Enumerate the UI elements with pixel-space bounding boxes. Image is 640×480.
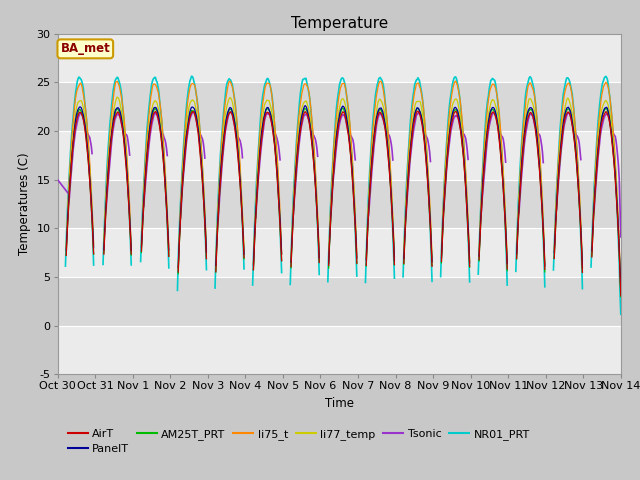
AM25T_PRT: [424, 186, 432, 192]
Tsonic: [408, 136, 416, 142]
li75_t: [122, 136, 129, 142]
AM25T_PRT: [122, 156, 129, 162]
PanelT: [179, 172, 187, 178]
li75_t: [617, 290, 625, 296]
Tsonic: [54, 177, 61, 182]
Line: NR01_PRT: NR01_PRT: [65, 76, 621, 314]
PanelT: [64, 213, 72, 219]
Bar: [58, 34, 621, 82]
li77_temp: [122, 148, 129, 154]
AM25T_PRT: [617, 294, 625, 300]
AirT: [424, 186, 432, 192]
Legend: AirT, PanelT, AM25T_PRT, li75_t, li77_temp, Tsonic, NR01_PRT: AirT, PanelT, AM25T_PRT, li75_t, li77_te…: [63, 424, 534, 459]
Tsonic: [425, 144, 433, 149]
NR01_PRT: [64, 200, 72, 205]
Text: BA_met: BA_met: [60, 42, 110, 55]
PanelT: [424, 180, 432, 185]
Line: Tsonic: Tsonic: [58, 112, 621, 237]
Tsonic: [64, 190, 72, 196]
Y-axis label: Temperatures (C): Temperatures (C): [18, 153, 31, 255]
Tsonic: [123, 132, 131, 138]
AirT: [179, 176, 187, 182]
NR01_PRT: [424, 178, 432, 184]
PanelT: [408, 133, 415, 139]
AirT: [64, 218, 72, 224]
NR01_PRT: [617, 312, 625, 317]
Line: PanelT: PanelT: [66, 106, 621, 292]
NR01_PRT: [408, 105, 415, 110]
li75_t: [424, 168, 432, 174]
AirT: [617, 293, 625, 299]
Bar: [58, 228, 621, 277]
AM25T_PRT: [64, 217, 72, 223]
li77_temp: [179, 168, 187, 174]
li75_t: [64, 205, 72, 211]
PanelT: [617, 289, 625, 295]
li75_t: [408, 113, 415, 119]
Bar: [58, 326, 621, 374]
Line: AirT: AirT: [66, 111, 621, 296]
X-axis label: Time: Time: [324, 397, 354, 410]
Title: Temperature: Temperature: [291, 16, 388, 31]
AM25T_PRT: [408, 135, 415, 141]
Tsonic: [180, 169, 188, 175]
li77_temp: [424, 176, 432, 182]
NR01_PRT: [122, 143, 129, 149]
li75_t: [179, 158, 187, 164]
Line: li75_t: li75_t: [66, 81, 621, 293]
PanelT: [122, 153, 129, 159]
NR01_PRT: [179, 154, 187, 159]
li77_temp: [64, 211, 72, 217]
Line: li77_temp: li77_temp: [66, 97, 621, 293]
Bar: [58, 131, 621, 180]
li77_temp: [408, 126, 415, 132]
AirT: [408, 137, 415, 143]
Tsonic: [617, 234, 625, 240]
AirT: [122, 160, 129, 166]
li77_temp: [617, 290, 625, 296]
Line: AM25T_PRT: AM25T_PRT: [66, 108, 621, 297]
AM25T_PRT: [179, 176, 187, 182]
